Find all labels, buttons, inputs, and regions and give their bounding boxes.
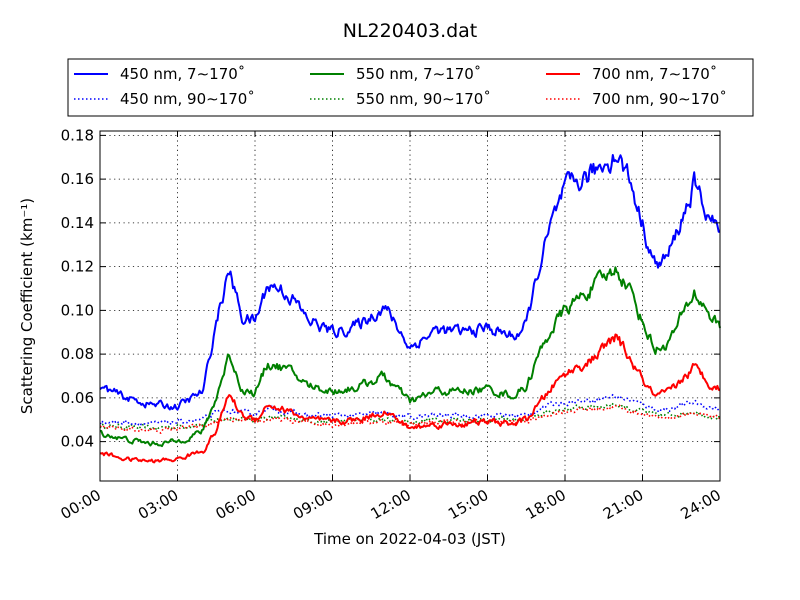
- series-line: [99, 154, 721, 411]
- series-line: [99, 393, 721, 427]
- legend-label: 700 nm, 7∼170˚: [592, 65, 717, 83]
- legend-box: [67, 58, 754, 117]
- y-tick-label: 0.12: [61, 258, 94, 276]
- y-tick-label: 0.06: [61, 389, 94, 407]
- legend-label: 450 nm, 7∼170˚: [120, 65, 245, 83]
- legend: 450 nm, 7∼170˚ 550 nm, 7∼170˚ 700 nm, 7∼17…: [67, 58, 754, 117]
- y-tick-label: 0.08: [61, 345, 94, 363]
- y-tick-label: 0.04: [61, 433, 94, 451]
- series-line: [99, 266, 721, 448]
- chart-title: NL220403.dat: [343, 20, 478, 42]
- x-axis-label: Time on 2022-04-03 (JST): [313, 530, 506, 548]
- series-line: [99, 333, 721, 464]
- y-axis-label: Scattering Coefficient (km⁻¹): [18, 198, 36, 414]
- y-tick-label: 0.18: [61, 126, 94, 144]
- legend-label: 550 nm, 7∼170˚: [356, 65, 481, 83]
- legend-label: 550 nm, 90∼170˚: [356, 90, 491, 108]
- legend-label: 700 nm, 90∼170˚: [592, 90, 727, 108]
- y-tick-label: 0.14: [61, 214, 94, 232]
- y-tick-label: 0.10: [61, 301, 94, 319]
- y-tick-label: 0.16: [61, 170, 94, 188]
- legend-label: 450 nm, 90∼170˚: [120, 90, 255, 108]
- series-group: [99, 154, 721, 464]
